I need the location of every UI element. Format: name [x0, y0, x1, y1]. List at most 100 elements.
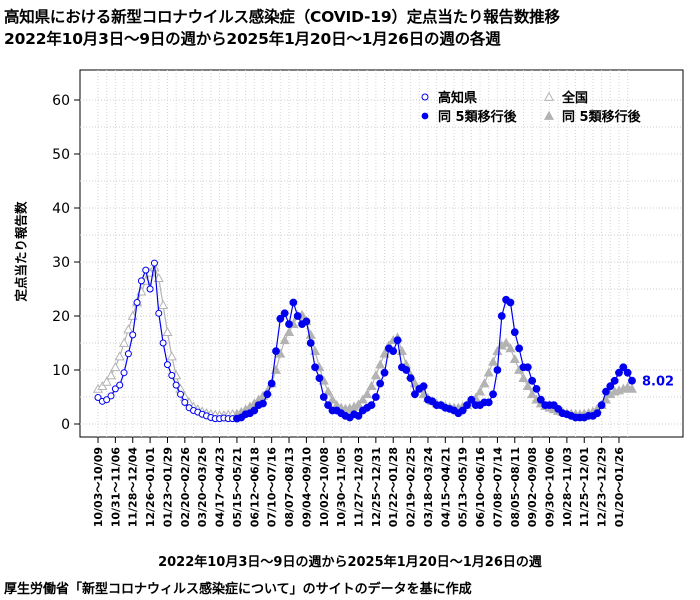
- national-point: [474, 386, 486, 396]
- national-point: [327, 394, 338, 404]
- national-point: [375, 359, 386, 369]
- x-tick-label: 08/05～08/11: [509, 447, 522, 527]
- kochi-point: [528, 376, 537, 385]
- kochi-point: [489, 390, 497, 399]
- x-axis-caption: 2022年10月3日〜9日の週から2025年1月20日〜1月26日の週: [158, 555, 542, 570]
- national-point: [118, 337, 130, 347]
- kochi-point: [419, 382, 428, 391]
- y-tick-label: 0: [61, 417, 70, 433]
- kochi-point: [116, 381, 124, 389]
- y-tick-label: 10: [52, 363, 70, 379]
- national-point: [114, 351, 125, 361]
- national-point: [97, 380, 108, 391]
- x-tick-label: 10/31～11/06: [109, 447, 122, 528]
- x-tick-label: 06/12～06/18: [248, 447, 261, 527]
- x-tick-label: 03/18～03/24: [422, 447, 435, 528]
- x-tick-label: 04/15～04/21: [439, 447, 452, 527]
- kochi-point: [324, 401, 332, 410]
- kochi-point: [137, 277, 145, 285]
- kochi-point: [628, 376, 636, 385]
- y-tick-label: 40: [52, 201, 70, 217]
- kochi-point: [315, 374, 324, 383]
- kochi-point: [129, 331, 137, 339]
- national-point: [479, 378, 490, 388]
- kochi-point: [94, 394, 102, 402]
- kochi-point: [506, 298, 515, 307]
- x-tick-label: 12/23～12/29: [596, 447, 609, 527]
- national-point: [483, 367, 494, 377]
- kochi-point: [615, 368, 623, 377]
- x-tick-label: 04/17～04/23: [214, 447, 227, 527]
- kochi-point: [619, 363, 628, 372]
- y-axis-label: 定点当たり報告数: [13, 201, 29, 302]
- national-point: [505, 343, 516, 353]
- x-tick-label: 09/02～09/08: [526, 447, 539, 527]
- x-tick-label: 10/28～11/03: [561, 447, 574, 527]
- national-point: [283, 326, 295, 337]
- kochi-point: [267, 379, 276, 388]
- kochi-point: [371, 393, 380, 401]
- kochi-point: [380, 368, 389, 377]
- kochi-point: [155, 309, 163, 317]
- kochi-point: [181, 398, 189, 406]
- national-point: [509, 353, 520, 364]
- legend-marker-national-after: [543, 110, 555, 120]
- kochi-point: [515, 344, 524, 353]
- y-tick-label: 50: [52, 147, 70, 163]
- kochi-point: [389, 347, 398, 356]
- last-value-label: 8.02: [642, 375, 674, 390]
- kochi-point: [319, 393, 328, 401]
- y-tick-label: 20: [52, 309, 70, 325]
- national-point: [158, 299, 169, 310]
- kochi-point: [172, 381, 180, 389]
- kochi-point: [376, 379, 385, 388]
- kochi-point: [523, 363, 532, 372]
- x-tick-label: 08/07～08/13: [283, 447, 296, 527]
- x-tick-label: 07/08～07/14: [491, 447, 504, 528]
- national-point: [105, 370, 117, 380]
- x-tick-label: 11/27～12/03: [352, 447, 365, 527]
- legend-label-kochi-after: 同 5類移行後: [438, 109, 518, 125]
- x-tick-label: 01/20～01/26: [613, 447, 626, 528]
- national-point: [488, 356, 499, 366]
- national-point: [379, 348, 390, 358]
- kochi-point: [393, 336, 402, 345]
- kochi-point: [406, 374, 415, 383]
- kochi-point: [306, 339, 315, 347]
- kochi-point: [532, 385, 541, 393]
- kochi-point: [458, 406, 467, 415]
- source-note: 厚生労働省「新型コロナウィルス感染症について」のサイトのデータを基に作成: [4, 582, 472, 597]
- y-tick-label: 60: [52, 93, 70, 109]
- national-point: [527, 389, 538, 399]
- plot-frame: [79, 69, 684, 438]
- x-tick-label: 12/26～01/01: [144, 447, 157, 527]
- kochi-point: [411, 390, 419, 399]
- kochi-point: [250, 406, 259, 415]
- national-point: [522, 380, 533, 391]
- x-tick-label: 11/25～12/01: [578, 447, 591, 527]
- kochi-point: [597, 401, 606, 410]
- national-point: [123, 324, 134, 334]
- kochi-point: [467, 395, 476, 404]
- kochi-point: [259, 399, 267, 408]
- kochi-point: [289, 298, 298, 307]
- kochi-point: [302, 317, 311, 326]
- kochi-point: [107, 392, 115, 400]
- kochi-point: [163, 361, 171, 369]
- kochi-point: [142, 266, 150, 274]
- national-point: [323, 386, 334, 396]
- kochi-point: [606, 382, 615, 391]
- national-point: [357, 394, 368, 404]
- kochi-point: [176, 390, 184, 398]
- kochi-point: [493, 366, 502, 374]
- national-point: [353, 399, 364, 409]
- national-point: [110, 362, 121, 372]
- kochi-point: [272, 347, 280, 356]
- national-point: [501, 337, 512, 347]
- kochi-point: [623, 368, 632, 377]
- legend-marker-kochi: [421, 93, 429, 101]
- x-tick-label: 05/15～05/21: [231, 447, 244, 527]
- kochi-point: [159, 339, 167, 347]
- x-tick-label: 12/25～12/31: [370, 447, 383, 527]
